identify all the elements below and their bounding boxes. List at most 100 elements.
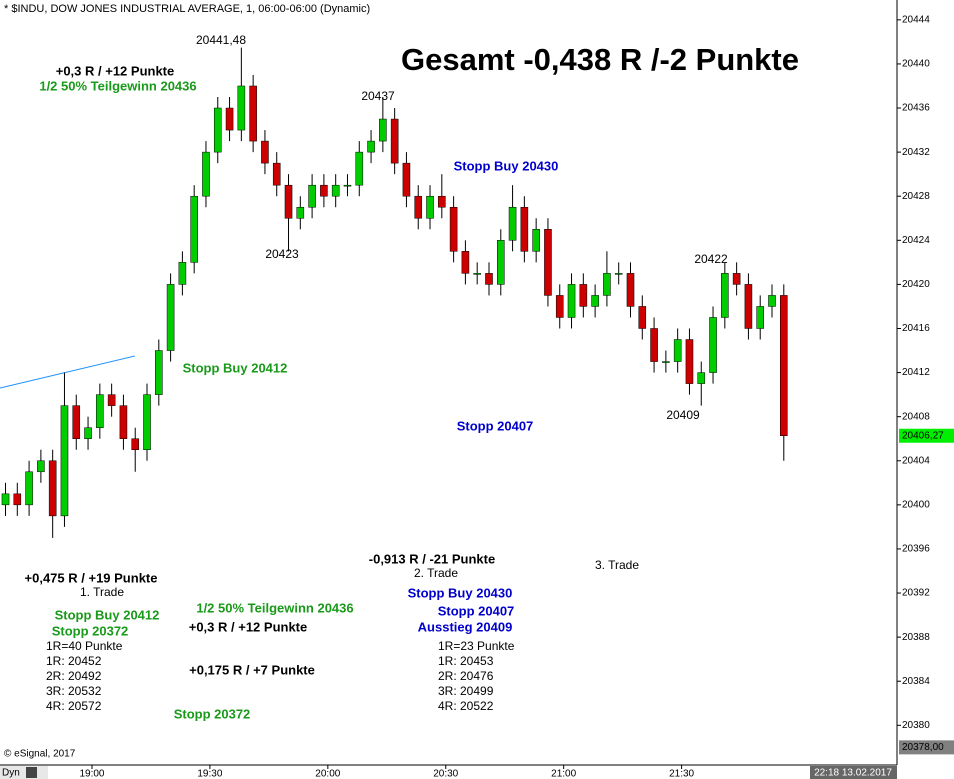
annotation: 3. Trade bbox=[595, 558, 639, 572]
annotation: Stopp Buy 20430 bbox=[408, 585, 513, 600]
candle-body bbox=[72, 405, 81, 439]
annotation: 1/2 50% Teilgewinn 20436 bbox=[196, 600, 353, 615]
candle-body bbox=[37, 460, 45, 473]
header: * $INDU, DOW JONES INDUSTRIAL AVERAGE, 1… bbox=[4, 3, 370, 15]
annotation: 1. Trade bbox=[80, 585, 124, 599]
price-tag-label: 20378,00 bbox=[902, 742, 944, 753]
candle-body bbox=[261, 140, 269, 164]
annotation: 4R: 20522 bbox=[438, 699, 494, 713]
timestamp: 22:18 13.02.2017 bbox=[814, 768, 892, 779]
candle-body bbox=[555, 295, 564, 318]
annotation: 2R: 20492 bbox=[46, 669, 102, 683]
y-tick-label: 20444 bbox=[902, 14, 930, 25]
price-tag-label: 20406,27 bbox=[902, 430, 944, 441]
candle-body bbox=[461, 251, 470, 274]
y-tick-label: 20436 bbox=[902, 103, 930, 114]
mode-label: Dyn bbox=[2, 768, 20, 779]
chart-title: Gesamt -0,438 R /-2 Punkte bbox=[401, 42, 799, 77]
candle-body bbox=[25, 471, 33, 506]
candle-body bbox=[84, 427, 92, 439]
y-tick-label: 20412 bbox=[902, 367, 930, 378]
candle-body bbox=[614, 273, 623, 275]
annotation: 3R: 20532 bbox=[46, 684, 102, 698]
candle-body bbox=[756, 306, 764, 329]
y-tick-label: 20392 bbox=[902, 588, 930, 599]
candle-body bbox=[721, 273, 729, 318]
annotation: 20423 bbox=[265, 247, 299, 261]
candle-body bbox=[331, 184, 340, 197]
candle-body bbox=[143, 394, 151, 450]
candle-body bbox=[13, 493, 22, 506]
y-tick-label: 20424 bbox=[902, 235, 930, 246]
candle-body bbox=[237, 85, 246, 131]
candle-body bbox=[308, 184, 316, 208]
candle-body bbox=[296, 206, 305, 219]
timestamp-box bbox=[810, 766, 897, 779]
annotation: 2. Trade bbox=[414, 566, 458, 580]
candle-body bbox=[567, 284, 576, 318]
annotation: +0,475 R / +19 Punkte bbox=[25, 570, 158, 585]
y-tick-label: 20408 bbox=[902, 411, 930, 422]
annotation: Stopp Buy 20412 bbox=[183, 360, 288, 375]
y-tick-label: 20400 bbox=[902, 499, 930, 510]
annotation: +0,175 R / +7 Punkte bbox=[189, 662, 315, 677]
annotation: 20422 bbox=[694, 252, 728, 266]
candle-body bbox=[438, 195, 446, 208]
y-tick-label: 20404 bbox=[902, 455, 930, 466]
annotation: -0,913 R / -21 Punkte bbox=[369, 551, 495, 566]
annotation: 1R=23 Punkte bbox=[438, 639, 515, 653]
annotation: 1R: 20452 bbox=[46, 654, 102, 668]
annotation: 2R: 20476 bbox=[438, 669, 494, 683]
annotation: Stopp Buy 20412 bbox=[55, 607, 160, 622]
candle-body bbox=[744, 284, 753, 329]
candle-body bbox=[579, 284, 588, 307]
annotation: Stopp 20372 bbox=[174, 706, 251, 721]
y-tick-label: 20416 bbox=[902, 323, 930, 334]
x-tick-label: 21:30 bbox=[669, 769, 694, 779]
candle-body bbox=[626, 273, 635, 307]
annotation: 20441,48 bbox=[196, 33, 246, 47]
annotation: 20409 bbox=[666, 408, 700, 422]
y-tick-label: 20384 bbox=[902, 676, 930, 687]
candle-body bbox=[379, 118, 387, 142]
candle-body bbox=[496, 240, 505, 285]
candle-body bbox=[508, 206, 517, 241]
annotation: +0,3 R / +12 Punkte bbox=[56, 63, 175, 78]
candle-body bbox=[449, 206, 458, 252]
annotation: Stopp Buy 20430 bbox=[454, 158, 559, 173]
candle-body bbox=[697, 372, 706, 384]
candle-body bbox=[732, 273, 741, 285]
candle-body bbox=[272, 162, 281, 186]
trendline bbox=[0, 355, 135, 389]
candle-body bbox=[390, 118, 399, 164]
annotation: Stopp 20372 bbox=[52, 623, 129, 638]
candle-body bbox=[473, 273, 481, 275]
candle-body bbox=[673, 339, 682, 362]
candle-body bbox=[591, 295, 599, 307]
x-tick-label: 20:30 bbox=[433, 769, 458, 779]
candle-body bbox=[249, 85, 257, 142]
y-tick-label: 20432 bbox=[902, 147, 930, 158]
candle-body bbox=[768, 295, 776, 307]
annotation: 20437 bbox=[361, 89, 395, 103]
candle-body bbox=[202, 151, 210, 197]
price-tag bbox=[899, 740, 954, 755]
annotation: 1R: 20453 bbox=[438, 654, 494, 668]
candle-body bbox=[178, 262, 187, 285]
y-tick-label: 20396 bbox=[902, 544, 930, 555]
candle-body bbox=[155, 350, 163, 395]
candle-body bbox=[320, 184, 328, 197]
candle-body bbox=[190, 195, 198, 263]
annotation: 1/2 50% Teilgewinn 20436 bbox=[39, 78, 196, 93]
y-tick-label: 20388 bbox=[902, 632, 930, 643]
candle-body bbox=[402, 162, 411, 197]
candle-body bbox=[414, 195, 423, 219]
annotation: 1R=40 Punkte bbox=[46, 639, 123, 653]
x-tick-label: 20:00 bbox=[315, 769, 340, 779]
candle-body bbox=[650, 328, 658, 362]
annotation: Stopp 20407 bbox=[438, 603, 515, 618]
candle-body bbox=[60, 405, 69, 517]
x-tick-label: 19:30 bbox=[197, 769, 222, 779]
candle-body bbox=[662, 361, 670, 363]
